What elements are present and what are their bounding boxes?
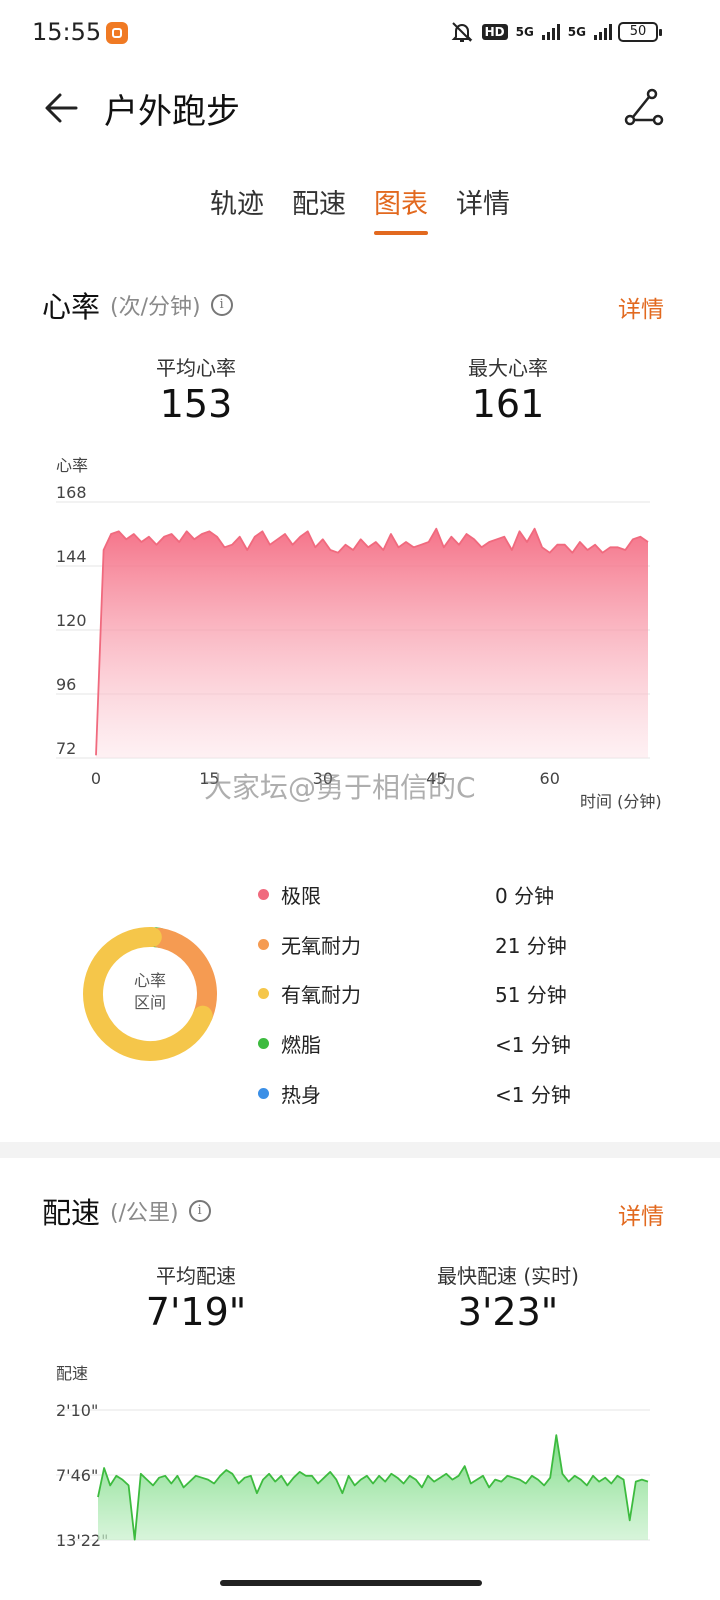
battery-icon: 50 <box>618 22 662 42</box>
zone-name: 燃脂 <box>281 1032 321 1057</box>
status-indicators: HD 5G 5G <box>450 20 612 44</box>
pace-unit: (/公里) <box>110 1201 179 1226</box>
zone-dot <box>258 987 269 999</box>
app-notification-icon <box>106 22 128 44</box>
pace-section-header: 配速 (/公里) i <box>42 1190 211 1232</box>
zone-value: 0 分钟 <box>495 883 555 908</box>
zone-arc <box>83 927 213 1061</box>
zone-row-anaerobic: 无氧耐力 21 分钟 <box>258 929 678 959</box>
heart-rate-line <box>95 527 649 756</box>
avg-pace-label: 平均配速 <box>156 1264 236 1288</box>
heart-x-axis-title: 时间 (分钟) <box>580 792 662 811</box>
zone-row-limit: 极限 0 分钟 <box>258 879 678 909</box>
zone-row-fat-burn: 燃脂 <1 分钟 <box>258 1028 678 1058</box>
avg-heart-value: 153 <box>159 382 233 426</box>
signal-bars-icon <box>594 24 612 40</box>
donut-center-line2: 区间 <box>133 993 166 1012</box>
pace-section-title: 配速 <box>42 1196 101 1230</box>
home-indicator <box>220 1580 482 1586</box>
page-title: 户外跑步 <box>104 92 240 132</box>
heart-section-title: 心率 <box>42 290 101 324</box>
y-tick-label: 72 <box>56 739 76 758</box>
share-route-icon[interactable] <box>622 86 666 130</box>
hd-badge: HD <box>481 24 508 40</box>
signal-bars-icon <box>541 24 560 40</box>
max-heart-value: 161 <box>471 382 545 426</box>
donut-center-label: 心率 区间 <box>110 970 190 1014</box>
heart-section-header: 心率 (次/分钟) i <box>42 284 233 326</box>
watermark: 大家坛@勇于相信的C <box>204 771 476 804</box>
zone-name: 极限 <box>281 883 321 908</box>
y-tick-label: 13'22" <box>56 1531 108 1550</box>
x-tick-label: 60 <box>540 769 560 788</box>
heart-unit: (次/分钟) <box>110 295 201 320</box>
pace-y-axis-title: 配速 <box>56 1364 89 1383</box>
x-tick-label: 0 <box>91 769 101 788</box>
pace-detail-link[interactable]: 详情 <box>618 1204 664 1230</box>
y-tick-label: 144 <box>56 547 87 566</box>
mute-bell-icon <box>451 22 472 42</box>
status-time: 15:55 <box>32 18 102 46</box>
zone-arc <box>149 927 217 1026</box>
zone-name: 有氧耐力 <box>281 982 361 1007</box>
y-tick-label: 96 <box>56 675 76 694</box>
zone-name: 无氧耐力 <box>281 933 361 958</box>
zone-dot <box>258 888 269 900</box>
pace-line <box>97 1434 649 1541</box>
pace-area <box>98 1435 648 1540</box>
zone-dot <box>258 1037 269 1049</box>
y-tick-label: 120 <box>56 611 87 630</box>
heart-detail-link[interactable]: 详情 <box>618 297 664 323</box>
heart-y-axis-title: 心率 <box>56 456 89 475</box>
tab-pace[interactable]: 配速 <box>292 189 346 220</box>
signal-1-label: 5G <box>515 25 534 39</box>
heart-rate-area <box>96 528 648 758</box>
back-arrow-icon[interactable] <box>40 86 84 130</box>
section-divider <box>0 1142 720 1158</box>
fastest-pace-value: 3'23" <box>457 1290 559 1334</box>
pace-chart: 2'10" 7'46" 13'22" <box>56 1401 650 1550</box>
tab-details[interactable]: 详情 <box>456 189 510 220</box>
zone-row-aerobic: 有氧耐力 51 分钟 <box>258 978 678 1008</box>
avg-pace-value: 7'19" <box>145 1290 247 1334</box>
info-icon[interactable]: i <box>188 1200 211 1222</box>
zone-dot <box>258 938 269 950</box>
heart-zone-donut <box>83 927 217 1061</box>
heart-rate-chart: 168 144 120 96 72 0 15 30 45 60 <box>56 483 650 788</box>
fastest-pace-label: 最快配速 (实时) <box>437 1264 579 1288</box>
zone-dot <box>258 1087 269 1099</box>
zone-value: 51 分钟 <box>495 982 567 1007</box>
x-tick-label: 30 <box>313 769 333 788</box>
y-tick-label: 168 <box>56 483 87 502</box>
zone-value: <1 分钟 <box>495 1032 571 1057</box>
donut-center-line1: 心率 <box>133 971 166 990</box>
info-icon[interactable]: i <box>210 294 233 316</box>
y-tick-label: 2'10" <box>56 1401 98 1420</box>
zone-row-warmup: 热身 <1 分钟 <box>258 1078 678 1108</box>
avg-heart-label: 平均心率 <box>156 356 236 380</box>
max-heart-label: 最大心率 <box>468 356 548 380</box>
signal-2-label: 5G <box>567 25 586 39</box>
x-tick-label: 15 <box>199 769 219 788</box>
zone-value: 21 分钟 <box>495 933 567 958</box>
tab-bar: 轨迹 配速 图表 详情 <box>0 182 720 235</box>
tab-charts[interactable]: 图表 <box>374 182 428 235</box>
y-tick-label: 7'46" <box>56 1466 98 1485</box>
tab-track[interactable]: 轨迹 <box>210 189 264 220</box>
x-tick-label: 45 <box>426 769 446 788</box>
zone-name: 热身 <box>281 1082 321 1107</box>
zone-value: <1 分钟 <box>495 1082 571 1107</box>
